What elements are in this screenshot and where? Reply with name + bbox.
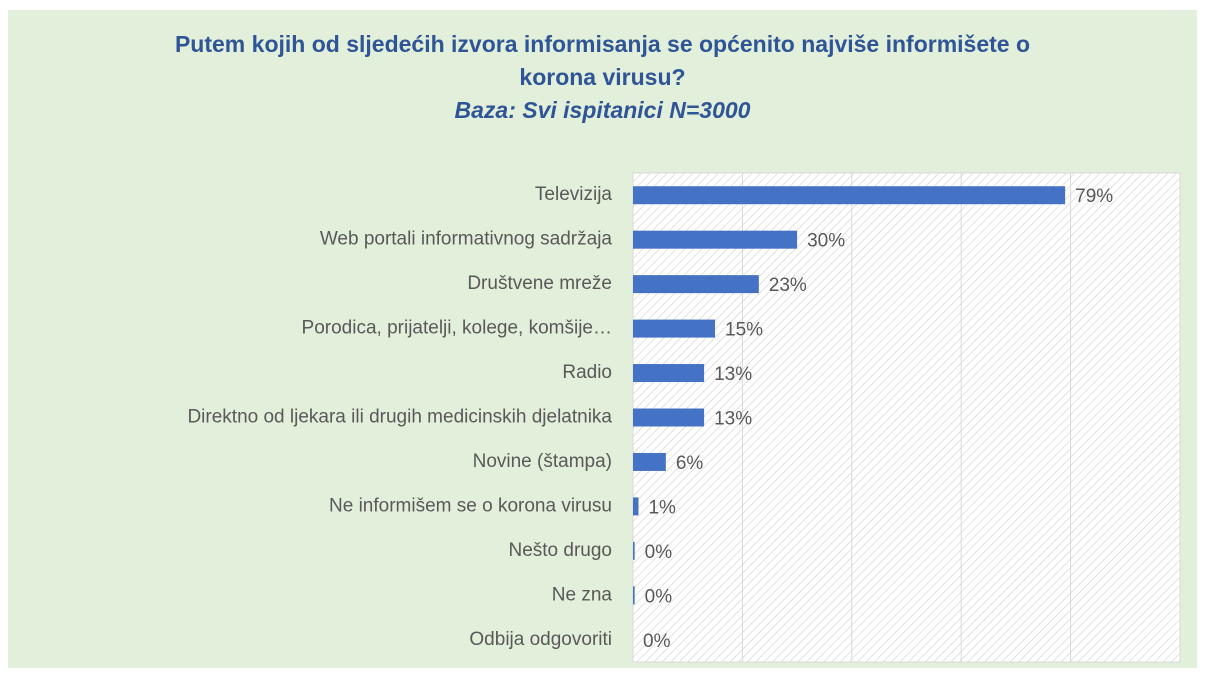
y-tick-label: Televizija bbox=[535, 184, 613, 205]
y-tick-label: Ne zna bbox=[552, 584, 613, 605]
y-tick-label: Društvene mreže bbox=[467, 273, 612, 294]
chart-subtitle: Baza: Svi ispitanici N=3000 bbox=[454, 97, 751, 123]
data-label: 1% bbox=[648, 497, 676, 518]
y-tick-label: Direktno od ljekara ili drugih medicinsk… bbox=[187, 407, 612, 428]
bar bbox=[633, 319, 716, 338]
data-label: 0% bbox=[645, 586, 673, 607]
bar bbox=[633, 497, 639, 516]
y-tick-label: Radio bbox=[562, 362, 612, 383]
bar bbox=[633, 230, 798, 249]
y-tick-label: Ne informišem se o korona virusu bbox=[329, 495, 612, 516]
y-tick-label: Odbija odgovoriti bbox=[469, 629, 612, 650]
bar bbox=[633, 452, 666, 471]
y-tick-label: Novine (štampa) bbox=[473, 451, 612, 472]
bar bbox=[633, 364, 705, 383]
bar bbox=[633, 541, 635, 560]
data-label: 6% bbox=[676, 453, 704, 474]
data-label: 13% bbox=[714, 364, 752, 385]
data-label: 13% bbox=[714, 409, 752, 430]
bar bbox=[633, 586, 635, 605]
data-label: 0% bbox=[643, 631, 671, 652]
data-label: 15% bbox=[725, 320, 763, 341]
chart-title: Putem kojih od sljedećih izvora informis… bbox=[174, 31, 1031, 90]
bar bbox=[633, 186, 1066, 205]
titles: Putem kojih od sljedećih izvora informis… bbox=[150, 28, 1055, 127]
bar bbox=[633, 275, 759, 294]
y-tick-label: Web portali informativnog sadržaja bbox=[320, 229, 613, 250]
data-label: 30% bbox=[807, 231, 845, 252]
data-label: 23% bbox=[769, 275, 807, 296]
y-tick-label: Porodica, prijatelji, kolege, komšije… bbox=[302, 318, 612, 339]
data-label: 79% bbox=[1075, 186, 1113, 207]
data-label: 0% bbox=[645, 542, 673, 563]
plot-area bbox=[633, 173, 1180, 662]
y-tick-label: Nešto drugo bbox=[508, 540, 612, 561]
bar bbox=[633, 408, 705, 427]
